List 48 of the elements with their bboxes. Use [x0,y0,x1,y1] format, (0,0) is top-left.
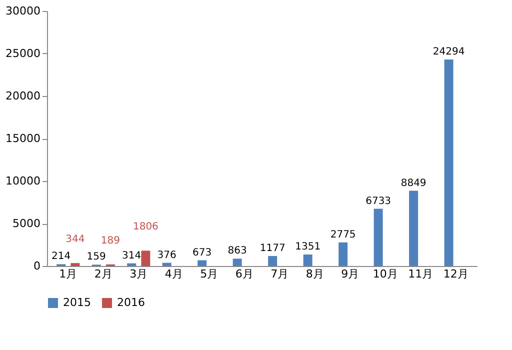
bar [444,60,454,266]
bar [232,258,242,266]
legend-label: 2015 [63,296,91,309]
bar [127,263,136,266]
data-label: 673 [192,247,212,258]
data-label: 214 [52,251,71,262]
data-label: 1351 [295,242,321,253]
y-tick-label: 15000 [6,132,40,145]
bar [303,254,312,266]
y-tick-label: 5000 [12,217,40,230]
data-label: 8849 [400,178,426,189]
data-label: 344 [66,234,85,246]
x-tick-label: 10月 [372,268,398,280]
bar [374,208,383,266]
x-tick-label: 1月 [59,268,78,280]
y-tick-label: 0 [34,260,40,272]
data-label: 863 [228,246,247,257]
y-tick-label: 30000 [6,4,40,18]
bar [198,260,207,266]
bar [409,190,418,266]
bar [338,242,348,266]
data-label: 1177 [260,242,286,254]
x-tick-label: 9月 [341,268,360,280]
y-tick-label: 25000 [6,47,40,60]
data-label: 189 [100,235,120,246]
bar [141,250,150,266]
legend-label: 2016 [117,296,145,309]
y-tick-label: 10000 [6,174,40,188]
x-tick-label: 11月 [408,268,434,280]
bar [162,262,172,266]
bar [268,256,278,266]
x-tick-label: 3月 [130,268,148,280]
data-label: 314 [122,250,142,262]
x-tick-label: 8月 [306,268,324,280]
x-tick-label: 4月 [164,268,183,280]
data-label: 1806 [132,222,158,233]
bar [70,263,80,266]
x-tick-label: 6月 [235,268,254,280]
data-label: 159 [86,252,106,263]
y-tick-label: 20000 [6,90,40,102]
data-label: 376 [157,250,176,261]
data-label: 6733 [366,196,392,207]
x-tick-label: 5月 [200,268,218,280]
data-label: 2775 [330,229,356,240]
x-tick-label: 2月 [94,268,112,280]
data-label: 24294 [432,46,465,58]
x-tick-label: 7月 [270,268,289,280]
x-tick-label: 12月 [443,268,468,280]
